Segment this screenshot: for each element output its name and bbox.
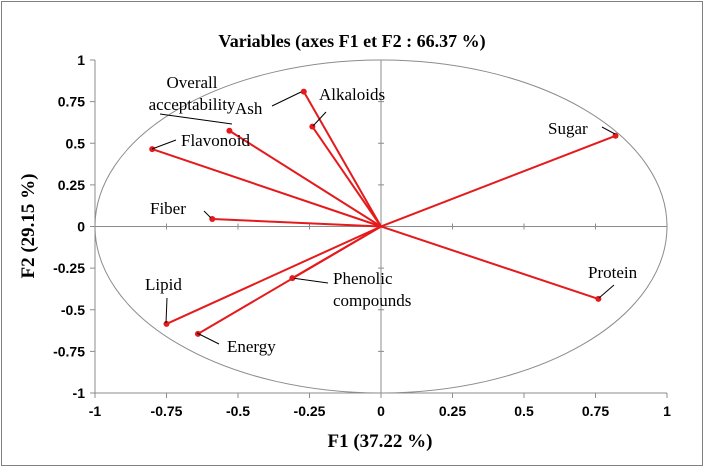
leader-phenolic-compounds bbox=[291, 277, 329, 284]
label-ash: Ash bbox=[235, 99, 263, 118]
point-lipid bbox=[163, 320, 170, 327]
leader-alkaloids bbox=[312, 111, 327, 127]
point-overall-acceptability bbox=[226, 127, 233, 134]
vector-sugar bbox=[380, 134, 616, 228]
y-tick-label: 1 bbox=[77, 52, 85, 68]
vector-energy bbox=[197, 225, 382, 335]
y-tick-label: 0.5 bbox=[66, 135, 86, 151]
leader-lipid bbox=[165, 297, 168, 324]
label-fiber: Fiber bbox=[150, 199, 186, 218]
chart-title: Variables (axes F1 et F2 : 66.37 %) bbox=[218, 31, 485, 52]
y-tick-label: -1 bbox=[73, 385, 86, 401]
label-protein: Protein bbox=[588, 263, 638, 282]
label-sugar: Sugar bbox=[548, 119, 588, 138]
label-flavonoid: Flavonoid bbox=[181, 131, 250, 150]
y-tick-label: 0 bbox=[77, 219, 85, 235]
y-axis-title: F2 (29.15 %) bbox=[18, 173, 39, 278]
leader-energy bbox=[196, 332, 220, 345]
vector-alkaloids bbox=[311, 126, 382, 228]
x-tick-label: 0 bbox=[377, 403, 385, 419]
y-tick-label: 0.75 bbox=[58, 94, 85, 110]
plot-area: -1 -0.75 -0.5 -0.25 0 0.25 0.5 0.75 1 1 0.75 0.5 0.2… bbox=[53, 52, 671, 419]
x-tick-label: 0.5 bbox=[514, 403, 534, 419]
y-tick-label: -0.25 bbox=[53, 260, 85, 276]
x-tick-label: -1 bbox=[89, 403, 102, 419]
leader-flavonoid bbox=[151, 139, 177, 150]
point-ash bbox=[300, 88, 307, 95]
y-tick-label: -0.75 bbox=[53, 343, 85, 359]
label-energy: Energy bbox=[227, 337, 276, 356]
y-tick-label: -0.5 bbox=[61, 302, 85, 318]
x-tick-label: 1 bbox=[663, 403, 671, 419]
label-overall-acceptability: Overall acceptability bbox=[149, 73, 236, 114]
leader-sugar bbox=[601, 126, 616, 135]
label-phenolic-compounds: Phenolic compounds bbox=[333, 269, 411, 310]
vector-protein bbox=[380, 225, 599, 300]
vector-flavonoid bbox=[151, 148, 382, 228]
x-axis-title: F1 (37.22 %) bbox=[327, 431, 432, 452]
leader-fiber bbox=[203, 210, 212, 219]
vector-ash bbox=[302, 91, 382, 227]
leader-protein bbox=[598, 284, 615, 299]
vector-overall-acceptability bbox=[228, 129, 382, 228]
x-tick-label: -0.25 bbox=[294, 403, 326, 419]
label-lipid: Lipid bbox=[145, 275, 182, 294]
leader-ash bbox=[271, 91, 302, 107]
vector-fiber bbox=[212, 218, 382, 228]
x-tick-label: 0.25 bbox=[439, 403, 466, 419]
x-tick-label: -0.75 bbox=[151, 403, 183, 419]
label-alkaloids: Alkaloids bbox=[319, 85, 385, 104]
x-tick-label: 0.75 bbox=[582, 403, 609, 419]
x-tick-label: -0.5 bbox=[226, 403, 250, 419]
vector-lipid bbox=[166, 225, 382, 325]
y-tick-label: 0.25 bbox=[58, 177, 85, 193]
point-sugar bbox=[612, 132, 619, 139]
leader-overall-acceptability bbox=[159, 113, 233, 125]
